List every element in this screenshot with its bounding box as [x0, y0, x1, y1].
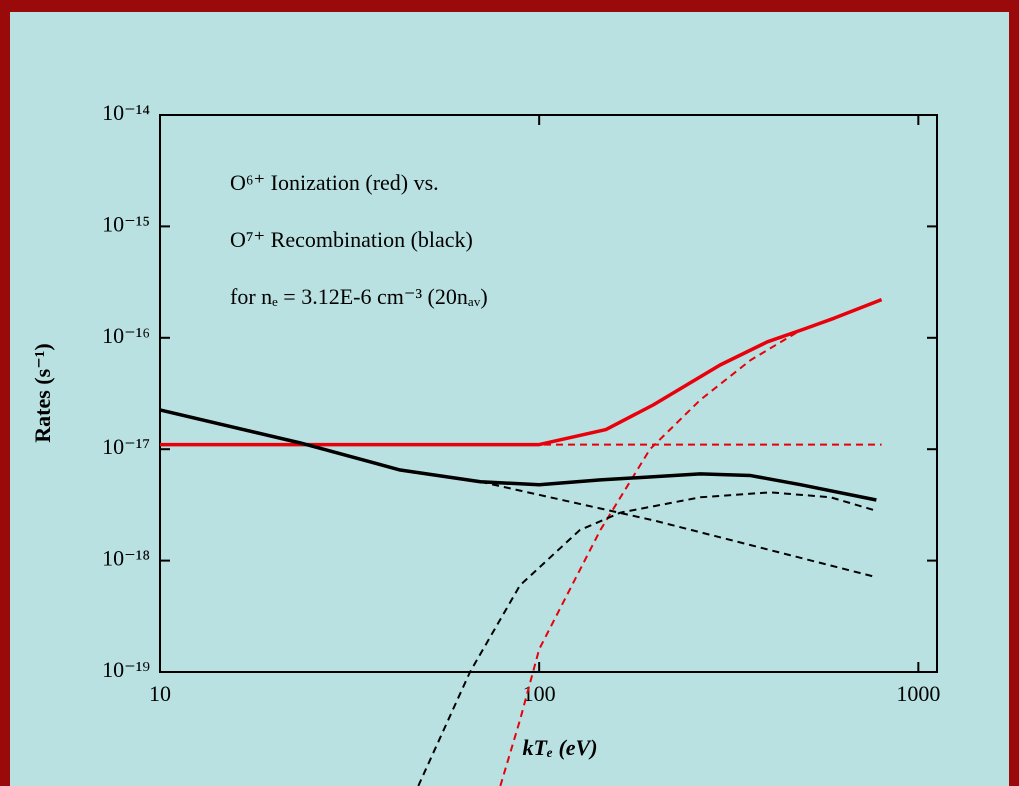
y-tick-label: 10⁻¹⁸ [102, 546, 150, 571]
y-axis-title: Rates (s⁻¹) [30, 343, 55, 442]
series-line [159, 408, 877, 502]
series-line [499, 300, 877, 786]
y-tick-label: 10⁻¹⁵ [102, 211, 150, 236]
y-tick-label: 10⁻¹⁴ [102, 100, 150, 125]
series-line [480, 480, 877, 579]
x-tick-label: 1000 [896, 681, 940, 706]
annotation: O⁷⁺ Recombination (black) [230, 227, 473, 252]
plot-frame [159, 114, 938, 673]
background [10, 12, 1009, 786]
x-tick-label: 10 [149, 681, 171, 706]
y-tick-label: 10⁻¹⁹ [102, 657, 150, 682]
series-line [417, 491, 877, 786]
annotation: O⁶⁺ Ionization (red) vs. [230, 170, 439, 195]
x-axis-title: kTₑ (eV) [522, 735, 597, 760]
y-tick-label: 10⁻¹⁷ [102, 434, 150, 459]
series-line [160, 298, 883, 447]
y-tick-label: 10⁻¹⁶ [102, 323, 150, 348]
annotation: for nₑ = 3.12E-6 cm⁻³ (20nₐᵥ) [230, 284, 488, 309]
